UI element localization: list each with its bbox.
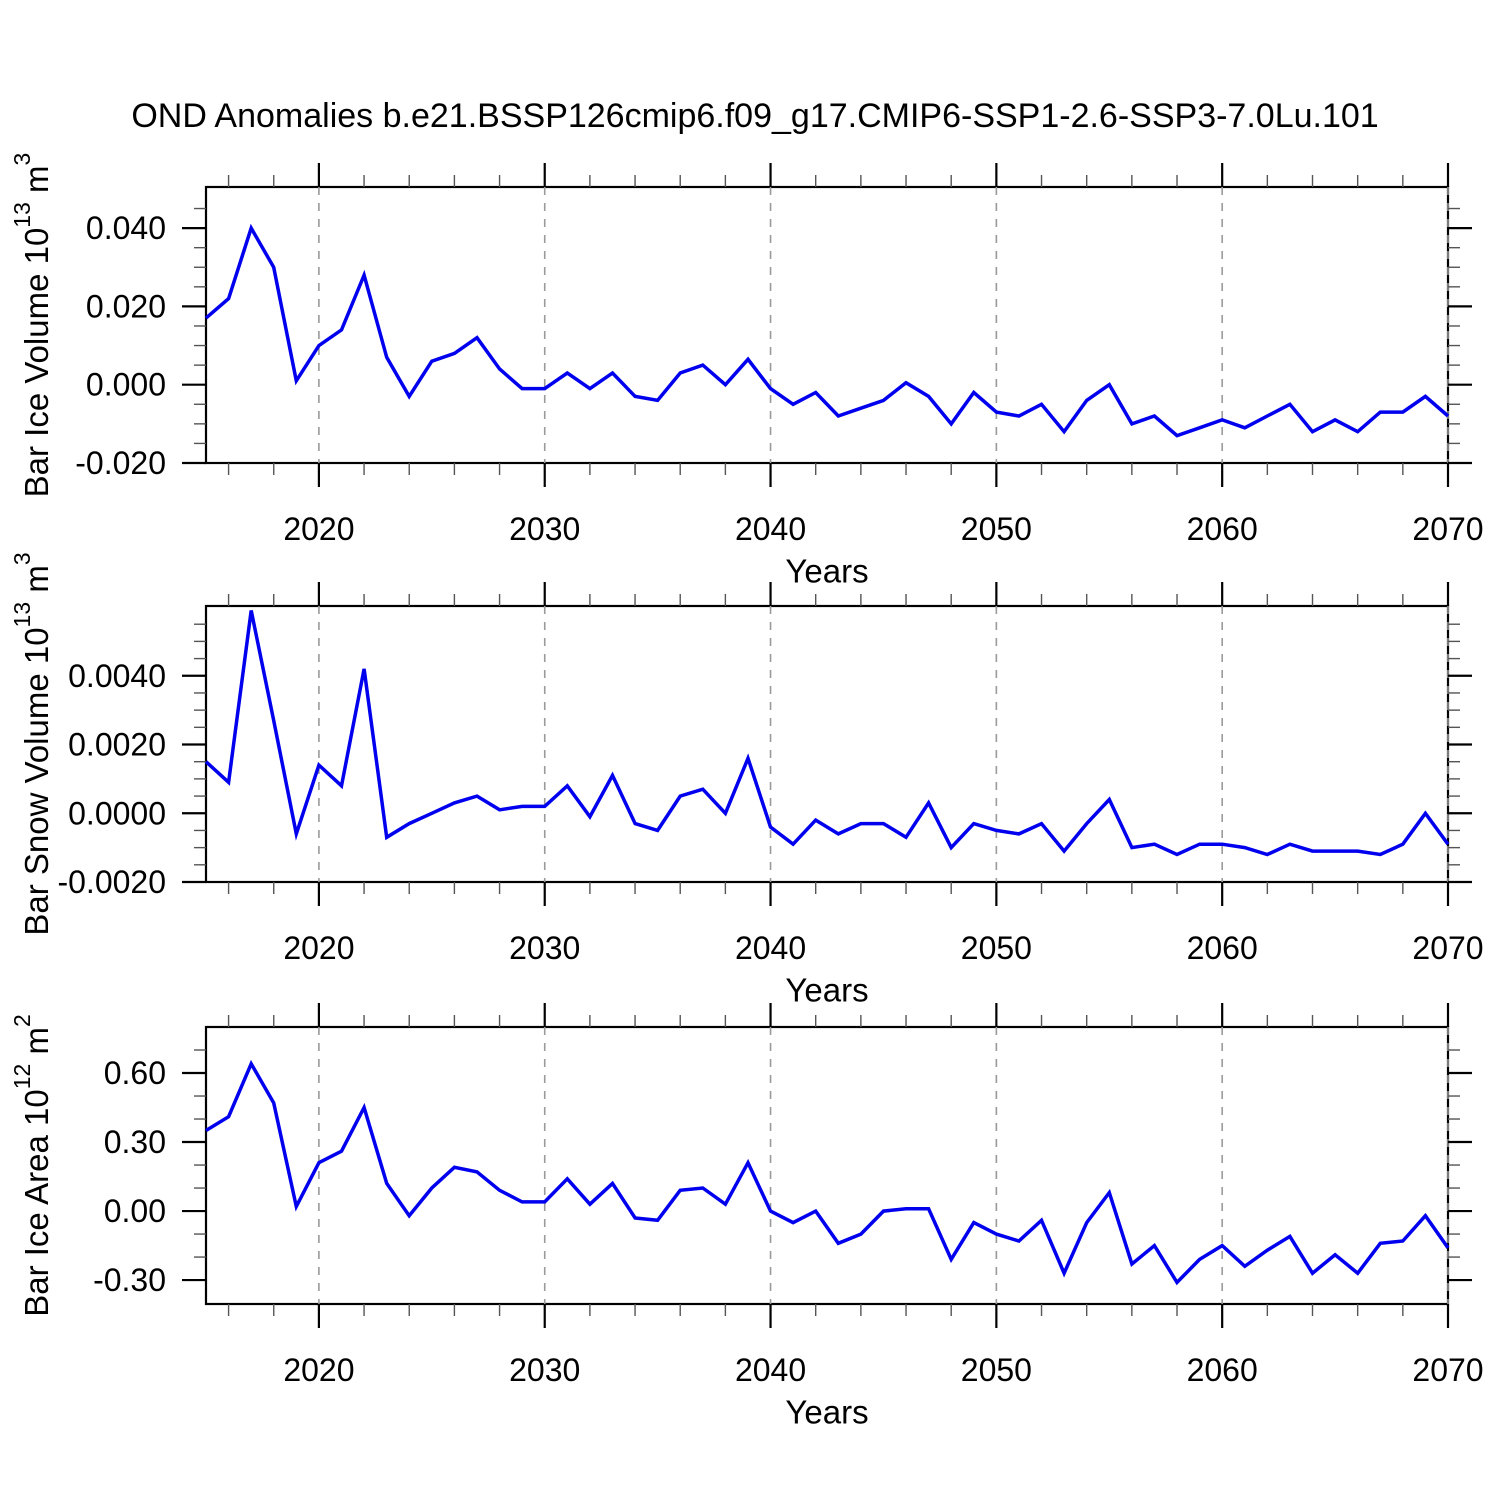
y-axis-title: Bar Snow Volume 1013 m3 [9,552,55,935]
y-axis-title: Bar Ice Volume 1013 m3 [9,153,55,498]
axis-box [204,1025,1450,1306]
x-axis-title: Years [785,972,868,1009]
x-tick-labels: 2020 2030 2040 2050 2060 2070 [283,930,1483,966]
x-tick-label: 2070 [1412,511,1483,547]
y-tick-label: 0.000 [86,367,166,403]
x-axis-title: Years [785,1394,868,1431]
x-tick-label: 2060 [1187,1352,1258,1388]
y-tick-label: 0.040 [86,210,166,246]
grid-lines [318,1027,1449,1304]
y-tick-label: 0.0040 [68,658,166,694]
panel-bar-snow-volume: 0.0040 0.0020 0.0000 -0.0020 2020 2030 2040 205… [9,552,1484,1008]
y-tick-label: 0.30 [104,1124,166,1160]
x-tick-labels: 2020 2030 2040 2050 2060 2070 [283,511,1483,547]
x-tick-label: 2020 [283,1352,354,1388]
x-axis-title: Years [785,553,868,590]
y-tick-label: 0.020 [86,288,166,324]
x-tick-label: 2040 [735,1352,806,1388]
major-ticks [182,1003,1472,1328]
minor-ticks [194,594,1460,894]
grid-lines [318,606,1449,882]
figure-title: OND Anomalies b.e21.BSSP126cmip6.f09_g17… [131,97,1378,135]
minor-ticks [194,175,1460,475]
panel-bar-ice-area: 0.60 0.30 0.00 -0.30 2020 2030 2040 2050 2060 207… [9,1003,1484,1431]
x-tick-label: 2050 [961,1352,1032,1388]
axis-box [204,185,1450,465]
x-tick-label: 2070 [1412,1352,1483,1388]
data-line-bar-ice-volume [204,223,1450,438]
x-tick-label: 2020 [283,511,354,547]
x-tick-label: 2030 [509,930,580,966]
y-tick-label: -0.020 [75,445,166,481]
x-tick-label: 2070 [1412,930,1483,966]
x-tick-label: 2050 [961,930,1032,966]
major-ticks [182,582,1472,906]
x-tick-labels: 2020 2030 2040 2050 2060 2070 [283,1352,1483,1388]
y-tick-labels: 0.60 0.30 0.00 -0.30 [93,1055,166,1298]
y-tick-labels: 0.040 0.020 0.000 -0.020 [75,210,166,481]
x-tick-label: 2040 [735,930,806,966]
y-tick-label: -0.0020 [57,864,166,900]
panel-bar-ice-volume: 0.040 0.020 0.000 -0.020 2020 2030 2040 2050 206… [9,153,1484,590]
minor-ticks [194,1015,1460,1316]
x-tick-label: 2060 [1187,511,1258,547]
axis-box [204,604,1450,884]
x-tick-label: 2030 [509,1352,580,1388]
y-tick-label: 0.60 [104,1055,166,1091]
y-tick-labels: 0.0040 0.0020 0.0000 -0.0020 [57,658,166,900]
y-tick-label: -0.30 [93,1262,166,1298]
x-tick-label: 2060 [1187,930,1258,966]
y-tick-label: 0.0020 [68,727,166,763]
x-tick-label: 2030 [509,511,580,547]
major-ticks [182,163,1472,487]
y-axis-title: Bar Ice Area 1012 m2 [9,1014,55,1317]
x-tick-label: 2050 [961,511,1032,547]
data-line-bar-ice-area [205,1059,1450,1286]
x-tick-label: 2040 [735,511,806,547]
grid-lines [318,187,1449,463]
y-tick-label: 0.00 [104,1193,166,1229]
y-tick-label: 0.0000 [68,795,166,831]
x-tick-label: 2020 [283,930,354,966]
data-line-bar-snow-volume [204,610,1450,857]
